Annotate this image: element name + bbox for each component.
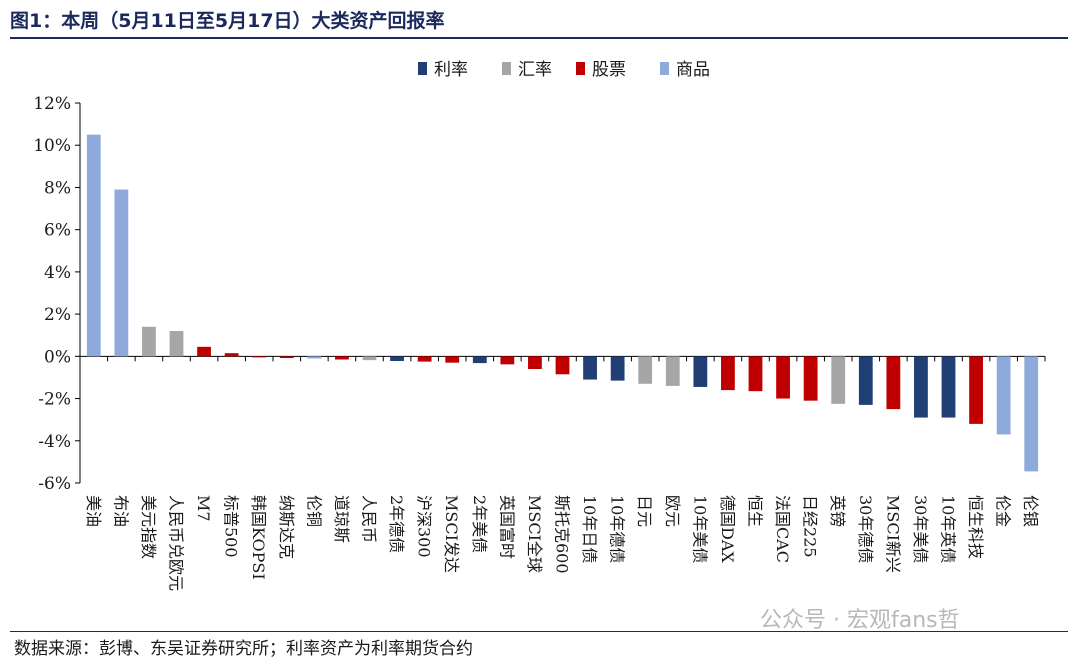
legend-swatch — [418, 62, 427, 75]
legend-label: 股票 — [592, 60, 626, 80]
bar — [941, 356, 956, 418]
source-note: 数据来源：彭博、东吴证券研究所；利率资产为利率期货合约 — [14, 639, 473, 659]
legend-label: 利率 — [434, 60, 468, 80]
x-tick-label: 伦银 — [1021, 495, 1040, 527]
y-tick-label: 8% — [44, 178, 71, 198]
x-tick-label: 道琼斯 — [332, 495, 351, 543]
bar — [583, 356, 597, 380]
x-tick-label: 人民币兑欧元 — [167, 495, 186, 591]
x-tick-label: 德国DAX — [718, 495, 737, 563]
x-tick-label: 法国CAC — [773, 495, 792, 563]
title-divider — [10, 37, 1068, 39]
watermark: 公众号 · 宏观fans哲 — [760, 608, 960, 633]
x-tick-label: 10年英债 — [939, 495, 958, 563]
x-tick-label: 标普500 — [222, 495, 241, 558]
bar — [914, 356, 928, 418]
bar — [86, 134, 101, 357]
y-tick-label: -6% — [38, 474, 71, 494]
bar — [445, 356, 460, 363]
bar — [528, 356, 542, 369]
x-tick-label: 30年德债 — [856, 495, 875, 563]
bar — [362, 356, 377, 361]
x-tick-label: 10年德债 — [608, 495, 627, 563]
bar — [721, 356, 735, 391]
x-tick-label: 30年美债 — [911, 495, 930, 563]
bar — [555, 356, 570, 375]
bar — [224, 353, 239, 357]
y-tick-label: 2% — [44, 305, 71, 325]
y-tick-label: 4% — [44, 263, 71, 283]
bar — [417, 356, 432, 362]
bar — [665, 356, 680, 386]
bar — [500, 356, 515, 365]
chart-title: 图1：本周（5月11日至5月17日）大类资产回报率 — [10, 10, 445, 32]
bar — [335, 356, 349, 360]
bar — [1024, 356, 1039, 472]
y-tick-label: 6% — [44, 221, 71, 241]
bar — [858, 356, 873, 405]
x-tick-label: 斯托克600 — [553, 495, 572, 574]
x-tick-label: 日元 — [635, 495, 654, 527]
bar — [307, 356, 322, 359]
x-tick-label: 韩国KOPSI — [249, 495, 268, 580]
x-tick-label: 伦铜 — [304, 495, 323, 527]
bar — [279, 356, 294, 359]
bar — [803, 356, 818, 401]
x-tick-label: 日经225 — [801, 495, 820, 558]
x-tick-label: 英国富时 — [497, 495, 516, 559]
x-tick-label: 人民币 — [360, 495, 379, 543]
x-tick-label: 欧元 — [663, 495, 682, 527]
x-tick-label: 美元指数 — [139, 495, 158, 559]
x-tick-label: M7 — [194, 495, 213, 522]
legend-label: 汇率 — [518, 60, 552, 80]
bar — [693, 356, 708, 387]
x-tick-label: 2年美债 — [470, 495, 489, 553]
x-tick-label: 布油 — [111, 495, 130, 527]
x-tick-label: 英镑 — [828, 495, 847, 527]
x-tick-label: MSCI发达 — [442, 495, 461, 573]
footer-divider — [10, 631, 1068, 632]
bar — [390, 356, 404, 361]
bar — [472, 356, 487, 364]
legend-swatch — [660, 62, 669, 75]
legend-label: 商品 — [676, 60, 710, 80]
bar — [197, 346, 211, 357]
x-tick-label: 恒生科技 — [966, 495, 985, 559]
y-tick-label: -2% — [38, 390, 71, 410]
bar — [638, 356, 653, 384]
y-tick-label: 0% — [44, 347, 71, 367]
x-tick-label: 恒生 — [746, 495, 765, 527]
x-tick-label: 10年日债 — [580, 495, 599, 563]
x-tick-label: 伦金 — [994, 495, 1013, 527]
bar — [776, 356, 790, 399]
bar — [114, 189, 129, 357]
bar — [610, 356, 625, 381]
bar — [252, 356, 267, 358]
bar — [142, 326, 156, 357]
bar — [831, 356, 846, 404]
bar — [996, 356, 1011, 435]
legend-swatch — [502, 62, 511, 75]
x-tick-label: MSCI全球 — [525, 495, 544, 573]
y-tick-label: -4% — [38, 432, 71, 452]
x-tick-label: MSCI新兴 — [883, 495, 902, 573]
legend-swatch — [576, 62, 585, 75]
bar — [886, 356, 901, 410]
x-tick-label: 沪深300 — [415, 495, 434, 558]
x-tick-label: 美油 — [84, 495, 103, 527]
x-tick-label: 10年美债 — [690, 495, 709, 563]
bar — [748, 356, 763, 392]
bar — [169, 331, 184, 357]
x-tick-label: 纳斯达克 — [277, 495, 296, 559]
y-tick-label: 10% — [33, 136, 71, 156]
x-tick-label: 2年德债 — [387, 495, 406, 553]
bar — [969, 356, 983, 424]
y-tick-label: 12% — [33, 94, 71, 114]
